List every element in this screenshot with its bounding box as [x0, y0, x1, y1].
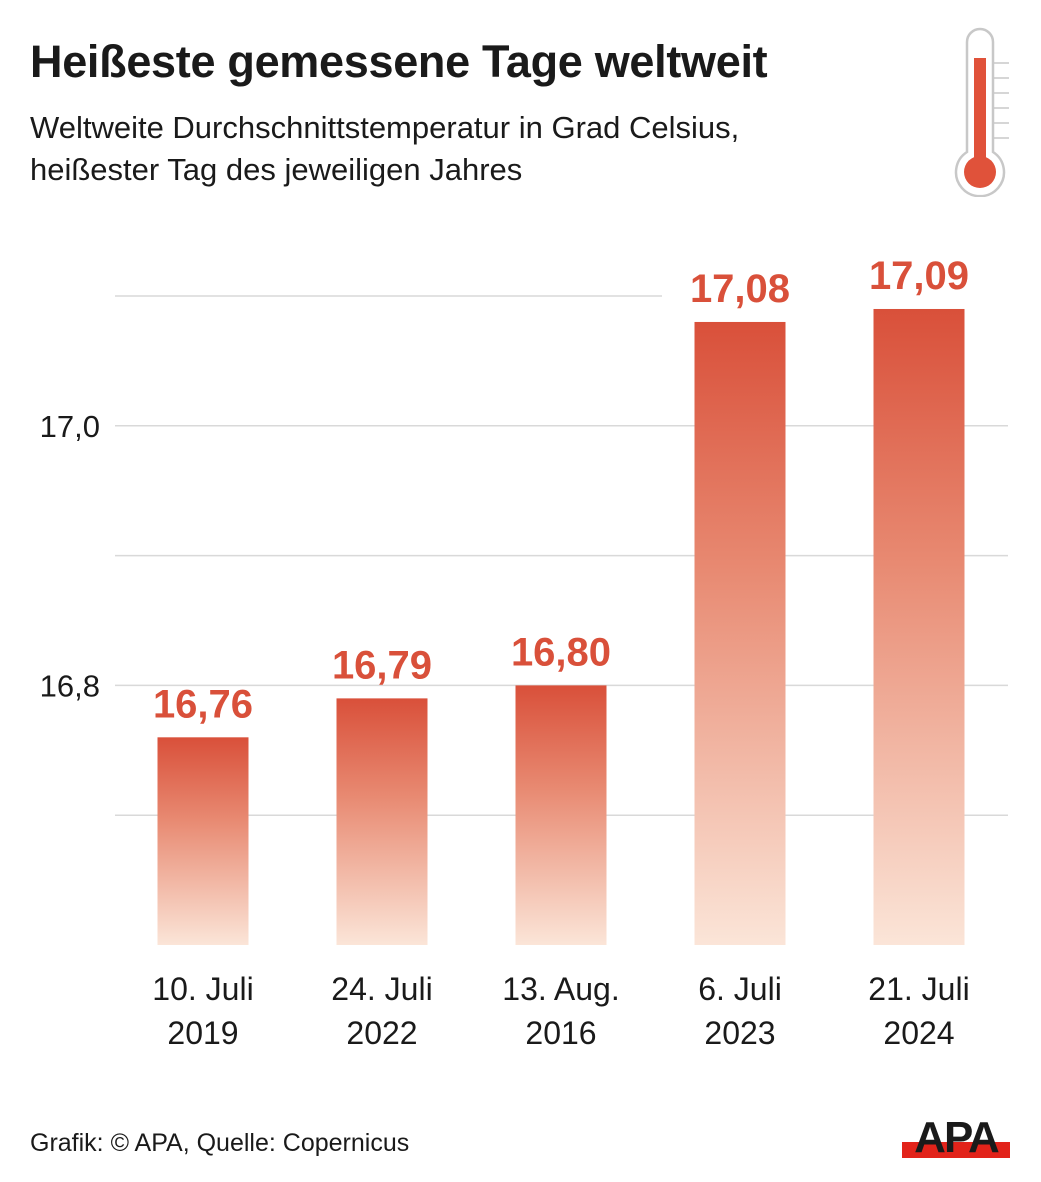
value-labels: 16,76 16,79 16,80 17,08 17,09 — [153, 254, 969, 726]
chart-subtitle: Weltweite Durchschnittstemperatur in Gra… — [30, 107, 739, 191]
value-label: 16,80 — [511, 630, 611, 674]
y-tick-label: 16,8 — [40, 668, 100, 703]
thermometer-mercury — [974, 58, 986, 168]
subtitle-line-2: heißester Tag des jeweiligen Jahres — [30, 152, 523, 187]
x-tick-label-date: 13. Aug. — [502, 971, 619, 1007]
value-label: 16,76 — [153, 682, 253, 726]
bars — [157, 308, 965, 946]
x-tick-label-year: 2023 — [704, 1015, 775, 1051]
value-label: 16,79 — [332, 643, 432, 687]
x-tick-label-year: 2019 — [167, 1015, 238, 1051]
value-label: 17,09 — [869, 254, 969, 298]
x-tick-label-date: 24. Juli — [331, 971, 432, 1007]
source-credit: Grafik: © APA, Quelle: Copernicus — [30, 1129, 410, 1157]
x-axis-labels: 10. Juli 2019 24. Juli 2022 13. Aug. 2016 6. J… — [152, 971, 969, 1051]
bar-chart: 16,8 17,0 16,76 16,79 16,80 17,08 17,09 10. J… — [40, 254, 1008, 1051]
x-tick-label-date: 21. Juli — [868, 971, 969, 1007]
y-axis-ticks: 16,8 17,0 — [40, 409, 100, 704]
y-tick-label: 17,0 — [40, 409, 100, 444]
apa-logo-text: APA — [914, 1113, 999, 1162]
x-tick-label-year: 2022 — [346, 1015, 417, 1051]
thermometer-bulb — [964, 156, 996, 188]
x-tick-label-year: 2016 — [525, 1015, 596, 1051]
bar — [873, 308, 965, 946]
x-tick-label-date: 6. Juli — [698, 971, 782, 1007]
thermometer-icon — [954, 27, 1009, 197]
x-tick-label-year: 2024 — [883, 1015, 954, 1051]
value-label: 17,08 — [690, 267, 790, 311]
x-tick-label-date: 10. Juli — [152, 971, 253, 1007]
bar — [515, 685, 607, 945]
subtitle-line-1: Weltweite Durchschnittstemperatur in Gra… — [30, 110, 740, 145]
thermometer-ticks — [994, 62, 1009, 139]
bar — [157, 737, 249, 945]
chart-title: Heißeste gemessene Tage weltweit — [30, 36, 768, 87]
apa-logo-red-bar — [902, 1142, 1010, 1158]
apa-logo: APA — [902, 1113, 1010, 1162]
bar — [694, 321, 786, 946]
bar — [336, 698, 428, 945]
